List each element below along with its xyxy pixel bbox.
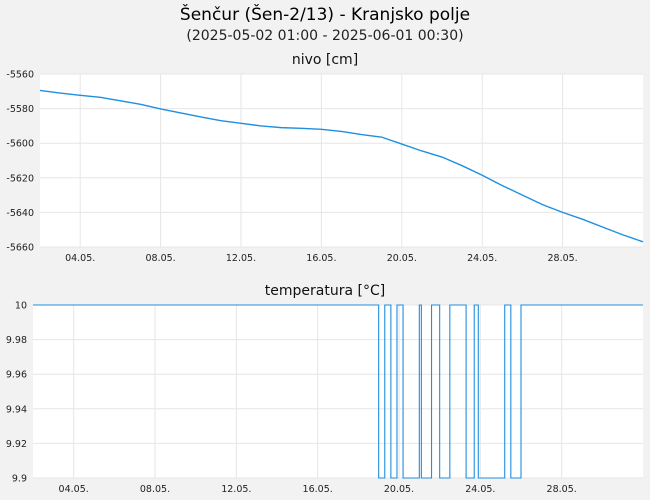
x-tick-label: 16.05. <box>306 253 336 264</box>
y-tick-label: -5640 <box>6 208 34 219</box>
x-tick-label: 08.05. <box>145 253 175 264</box>
x-tick-label: 20.05. <box>387 253 417 264</box>
y-tick-label: -5580 <box>6 104 34 115</box>
y-tick-label: 9.98 <box>6 335 27 346</box>
temperatura-series-line <box>33 304 643 479</box>
y-tick-label: -5660 <box>6 243 34 254</box>
panel-nivo-title: nivo [cm] <box>292 52 358 68</box>
y-tick-label: -5620 <box>6 173 34 184</box>
x-tick-label: 24.05. <box>465 484 495 495</box>
x-tick-label: 04.05. <box>59 484 89 495</box>
y-tick-label: 10 <box>15 301 27 312</box>
y-tick-label: 9.92 <box>6 439 27 450</box>
x-tick-label: 28.05. <box>547 484 577 495</box>
x-tick-label: 04.05. <box>65 253 95 264</box>
x-tick-label: 24.05. <box>467 253 497 264</box>
x-tick-label: 28.05. <box>547 253 577 264</box>
y-tick-label: 9.94 <box>6 404 27 415</box>
nivo-series-line <box>39 89 644 243</box>
x-tick-label: 20.05. <box>384 484 414 495</box>
panel-nivo: -5560 -5580 -5600 -5620 -5640 -5660 04.05. 08.0… <box>6 70 644 264</box>
panel-temperatura: 10 9.98 9.96 9.94 9.92 9.9 04.05. 08.05. 12.05. 1… <box>6 301 643 495</box>
y-tick-label: -5560 <box>6 70 34 81</box>
x-tick-label: 12.05. <box>221 484 251 495</box>
chart-title: Šenčur (Šen-2/13) - Kranjsko polje <box>180 3 470 25</box>
x-tick-label: 16.05. <box>303 484 333 495</box>
chart-subtitle: (2025-05-02 01:00 - 2025-06-01 00:30) <box>186 28 463 44</box>
plot-area <box>33 305 643 478</box>
x-tick-label: 12.05. <box>226 253 256 264</box>
y-tick-label: 9.96 <box>6 370 27 381</box>
x-tick-label: 08.05. <box>140 484 170 495</box>
plot-area <box>40 74 643 247</box>
y-tick-label: 9.9 <box>12 474 27 485</box>
panel-temperatura-title: temperatura [°C] <box>265 283 385 299</box>
y-tick-label: -5600 <box>6 139 34 150</box>
